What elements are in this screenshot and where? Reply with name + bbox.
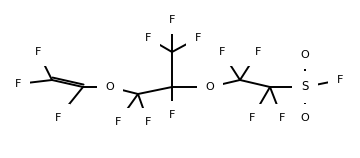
Text: F: F [169,15,175,25]
Text: F: F [15,79,21,89]
Text: F: F [219,47,225,57]
Text: F: F [279,113,285,123]
Text: F: F [255,47,261,57]
Text: O: O [206,82,214,92]
Text: O: O [301,50,309,60]
Text: F: F [145,117,151,127]
Text: F: F [115,117,121,127]
Text: F: F [249,113,255,123]
Text: F: F [35,47,41,57]
Text: F: F [145,33,151,43]
Text: F: F [195,33,201,43]
Text: O: O [105,82,114,92]
Text: O: O [301,113,309,123]
Text: F: F [337,75,343,85]
Text: S: S [301,80,309,94]
Text: F: F [169,110,175,120]
Text: F: F [55,113,61,123]
